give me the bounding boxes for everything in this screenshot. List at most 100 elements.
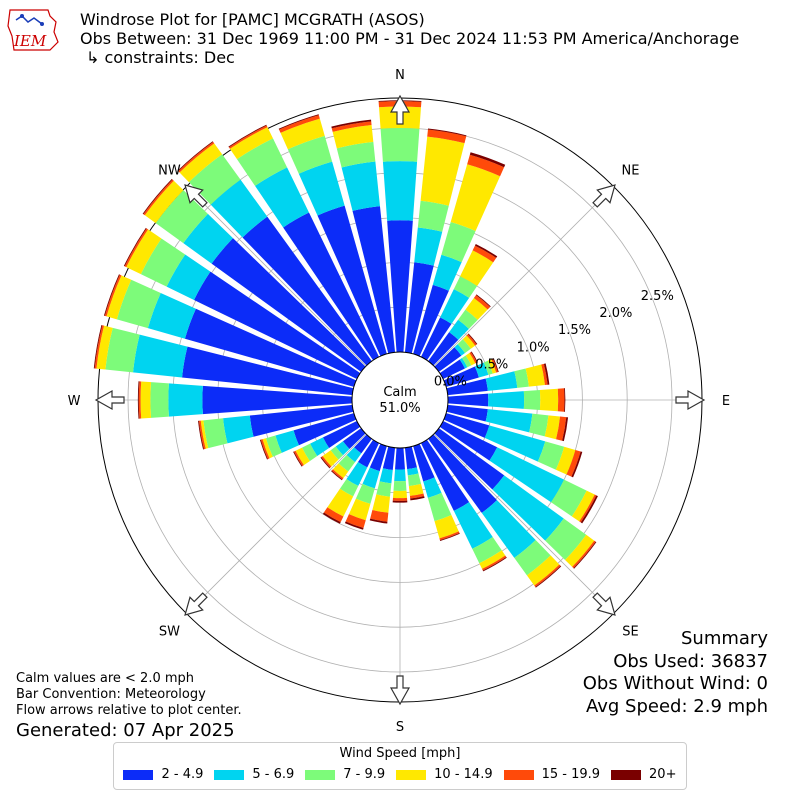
- calm-label: Calm: [383, 385, 416, 400]
- wind-bar-segment: [310, 437, 330, 457]
- wind-bar-segment: [537, 441, 565, 470]
- wind-bar-segment: [198, 420, 206, 450]
- wind-bar-segment: [330, 446, 344, 460]
- radial-tick-label: 2.0%: [599, 306, 632, 321]
- wind-bar-segment: [104, 274, 122, 317]
- wind-bar-segment: [417, 200, 449, 232]
- wind-bar-segment: [539, 388, 559, 412]
- wind-bar-segment: [465, 297, 488, 320]
- wind-bar-segment: [472, 536, 502, 564]
- wind-bar-segment: [551, 479, 587, 517]
- wind-bar-segment: [336, 141, 376, 168]
- wind-bar-segment: [327, 488, 354, 517]
- wind-bar-segment: [414, 227, 443, 266]
- wind-bar-segment: [427, 129, 467, 144]
- compass-label-se: SE: [622, 625, 638, 640]
- wind-bar-segment: [249, 404, 354, 437]
- wind-bar-segment: [342, 428, 366, 449]
- compass-label-w: W: [68, 394, 81, 409]
- wind-bar-segment: [492, 358, 499, 373]
- summary-title: Summary: [681, 628, 768, 649]
- wind-bar-segment: [566, 449, 581, 477]
- wind-bar-segment: [259, 439, 268, 460]
- wind-bar-segment: [184, 308, 357, 387]
- wind-bar-segment: [446, 378, 488, 396]
- legend-item: 15 - 19.9: [503, 767, 600, 782]
- wind-bar-segment: [556, 416, 567, 441]
- wind-bar-segment: [150, 382, 169, 418]
- wind-bar-segment: [481, 500, 536, 558]
- wind-bar-segment: [283, 212, 380, 361]
- wind-bar-segment: [362, 467, 380, 489]
- wind-bar-segment: [392, 500, 408, 503]
- wind-bar-segment: [210, 179, 268, 238]
- flow-arrows-note: Flow arrows relative to plot center.: [16, 703, 242, 718]
- compass-label-s: S: [396, 720, 404, 735]
- wind-bar-segment: [432, 254, 462, 291]
- wind-bar-segment: [177, 141, 214, 172]
- wind-bar-segment: [344, 521, 364, 530]
- calm-value: 51.0%: [379, 401, 420, 416]
- wind-bar-segment: [408, 483, 424, 496]
- wind-bar-segment: [485, 371, 518, 391]
- wind-bar-segment: [147, 292, 196, 339]
- wind-bar-segment: [420, 136, 465, 206]
- wind-bar-segment: [295, 447, 310, 466]
- compass-label-sw: SW: [159, 625, 180, 640]
- legend-label: 5 - 6.9: [252, 767, 295, 782]
- wind-bar-segment: [474, 243, 498, 258]
- wind-bar-segment: [428, 434, 498, 513]
- wind-bar-segment: [332, 463, 349, 479]
- wind-bar-segment: [279, 115, 320, 133]
- wind-bar-segment: [420, 439, 470, 511]
- wind-bar-segment: [382, 161, 418, 221]
- wind-bar-segment: [188, 154, 241, 205]
- legend-label: 10 - 14.9: [434, 767, 493, 782]
- wind-bar-segment: [483, 360, 493, 375]
- wind-bar-segment: [369, 443, 387, 472]
- legend-item: 20+: [611, 767, 676, 782]
- wind-bar-segment: [144, 180, 184, 224]
- wind-bar-segment: [392, 490, 408, 499]
- wind-bar-segment: [103, 274, 120, 316]
- chart-header: Windrose Plot for [PAMC] MCGRATH (ASOS) …: [80, 10, 792, 67]
- wind-bar-segment: [439, 532, 460, 541]
- wind-bar-segment: [525, 364, 545, 387]
- wind-bar-segment: [331, 470, 343, 481]
- wind-bar-segment: [488, 391, 525, 409]
- legend-swatch: [611, 769, 642, 780]
- wind-bar-segment: [572, 540, 596, 569]
- wind-bar-segment: [423, 477, 442, 498]
- wind-bar-segment: [465, 352, 476, 366]
- wind-bar-segment: [491, 358, 498, 373]
- wind-bar-segment: [479, 550, 506, 569]
- wind-bar-segment: [280, 118, 325, 150]
- compass-label-e: E: [722, 394, 730, 409]
- wind-bar-segment: [526, 555, 560, 586]
- wind-bar-segment: [404, 262, 434, 354]
- legend-swatch: [305, 769, 336, 780]
- flow-arrow-icon: [592, 592, 616, 616]
- wind-bar-segment: [228, 125, 268, 149]
- wind-bar-segment: [322, 450, 339, 467]
- wind-bar-segment: [514, 539, 551, 576]
- wind-bar-segment: [202, 385, 353, 415]
- wind-bar-segment: [348, 498, 371, 521]
- wind-bar-segment: [194, 271, 361, 380]
- wind-bar-segment: [409, 493, 425, 499]
- grid-spoke: [433, 186, 614, 367]
- constraints-line: ↳ constraints: Dec: [86, 48, 235, 67]
- wind-bar-segment: [323, 507, 344, 523]
- wind-bar-segment: [529, 413, 549, 437]
- wind-bar-segment: [369, 518, 388, 524]
- wind-bars: [93, 100, 598, 588]
- wind-bar-segment: [395, 447, 405, 470]
- wind-bar-segment: [472, 245, 497, 263]
- wind-bar-segment: [96, 325, 113, 370]
- wind-bar-segment: [372, 494, 391, 513]
- wind-bar-segment: [487, 359, 497, 374]
- wind-bar-segment: [467, 333, 478, 345]
- wind-bar-segment: [413, 443, 435, 482]
- legend-swatch: [503, 769, 534, 780]
